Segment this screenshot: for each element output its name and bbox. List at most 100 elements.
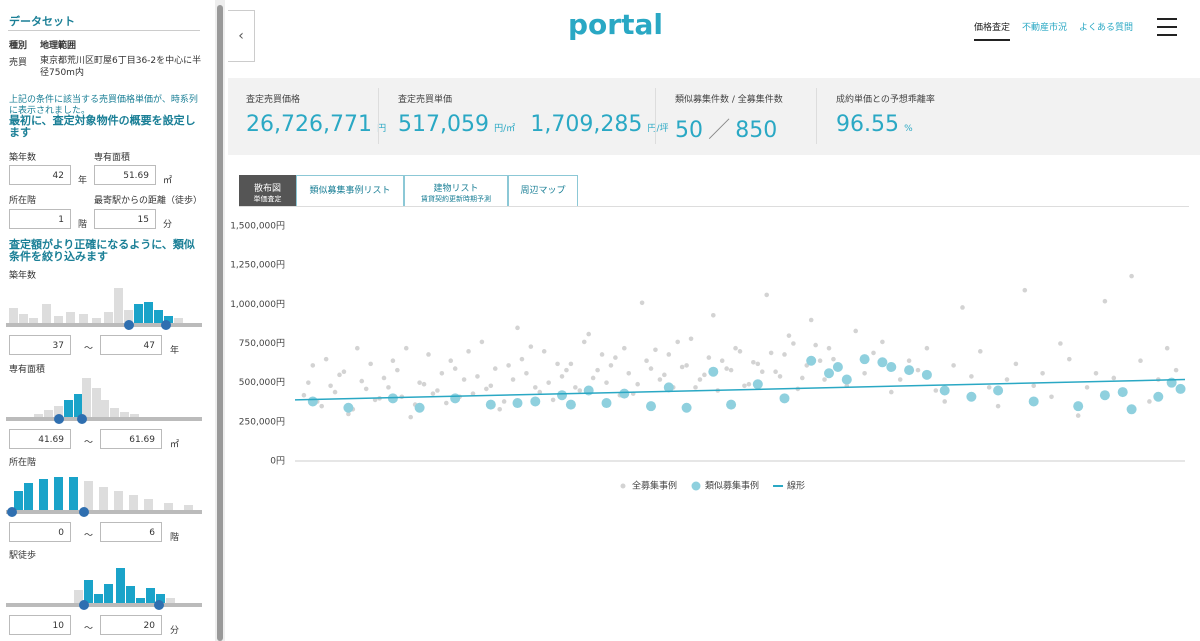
point: [853, 328, 858, 334]
nav-item[interactable]: 不動産市況: [1022, 23, 1068, 33]
histogram-bar: [74, 394, 83, 418]
point: [886, 362, 897, 372]
slider-handle[interactable]: [77, 414, 87, 424]
histogram-bar: [104, 312, 113, 324]
filter-label: 所在階: [9, 458, 37, 468]
logo[interactable]: portal: [568, 8, 663, 41]
input[interactable]: 15: [94, 209, 156, 229]
point: [619, 388, 630, 399]
sidebar-title: データセット: [9, 15, 75, 28]
tab[interactable]: 散布図 単価査定: [239, 175, 296, 207]
point: [475, 374, 480, 379]
point: [426, 352, 431, 357]
point: [939, 385, 950, 396]
point: [1153, 391, 1164, 402]
filter-label: 駅徒歩: [9, 551, 37, 561]
unit: ㎡: [163, 176, 173, 186]
scroll-thumb[interactable]: [217, 5, 223, 641]
point: [1067, 356, 1072, 362]
input[interactable]: 47: [100, 335, 162, 355]
slider-handle[interactable]: [154, 600, 164, 610]
stat-value: 517,059: [398, 112, 489, 137]
field-label: 所在階: [9, 196, 37, 206]
nav-item[interactable]: 価格査定: [974, 20, 1011, 41]
histogram-bar: [14, 491, 23, 511]
point: [604, 380, 609, 385]
point: [728, 367, 734, 373]
point: [1028, 396, 1039, 407]
note: 上記の条件に該当する売買価格単価が、時系列に表示されました。: [9, 95, 198, 116]
point: [555, 361, 560, 367]
slider-handle[interactable]: [7, 507, 17, 517]
input[interactable]: 1: [9, 209, 71, 229]
point: [306, 380, 311, 385]
point: [889, 389, 894, 395]
point: [813, 342, 818, 348]
histogram-bar: [84, 580, 93, 604]
input[interactable]: 42: [9, 165, 71, 185]
histogram[interactable]: [4, 372, 204, 426]
histogram-bar: [54, 406, 63, 418]
point: [1126, 404, 1137, 415]
point: [1040, 370, 1045, 376]
input[interactable]: 37: [9, 335, 71, 355]
histogram-bar: [99, 487, 108, 511]
input[interactable]: 6: [100, 522, 162, 542]
tab[interactable]: 周辺マップ: [508, 175, 578, 207]
scrollbar[interactable]: [215, 0, 225, 641]
range-sep: 〜: [84, 438, 94, 448]
point: [533, 385, 538, 390]
unit: 階: [170, 533, 180, 543]
point: [501, 399, 507, 404]
input[interactable]: 61.69: [100, 429, 162, 449]
collapse-button[interactable]: ‹: [228, 10, 255, 62]
point: [915, 367, 921, 373]
point: [639, 300, 645, 306]
input[interactable]: 51.69: [94, 165, 156, 185]
input[interactable]: 41.69: [9, 429, 71, 449]
point: [942, 399, 947, 404]
point: [773, 369, 778, 374]
point: [657, 377, 663, 382]
tab[interactable]: 建物リスト 賃貸契約更新時期予測: [404, 175, 508, 207]
point: [1031, 383, 1036, 389]
slider-handle[interactable]: [124, 320, 134, 330]
tab-label: 建物リスト: [433, 184, 479, 194]
histogram[interactable]: [4, 278, 204, 332]
point: [751, 360, 756, 365]
point: [395, 367, 400, 373]
heading: 査定額がより正確になるように、類似条件を絞り込みます: [9, 238, 195, 263]
histogram[interactable]: [4, 465, 204, 519]
input[interactable]: 20: [100, 615, 162, 635]
slider-handle[interactable]: [54, 414, 64, 424]
point: [613, 355, 618, 360]
point: [461, 377, 467, 382]
input[interactable]: 0: [9, 522, 71, 542]
point: [524, 370, 529, 376]
stat-value: 850: [735, 118, 778, 143]
nav-item[interactable]: よくある質問: [1079, 23, 1134, 33]
point: [430, 391, 436, 396]
point: [470, 391, 476, 396]
y-tick-label: 500,000円: [239, 377, 285, 388]
point: [831, 356, 836, 362]
point: [951, 363, 956, 368]
histogram[interactable]: [4, 558, 204, 612]
slider-handle[interactable]: [161, 320, 171, 330]
point: [1004, 377, 1010, 382]
legend-swatch: [691, 481, 701, 491]
slider-handle[interactable]: [79, 507, 89, 517]
point: [635, 381, 640, 387]
point: [1022, 287, 1028, 293]
range-sep: 〜: [84, 344, 94, 354]
point: [871, 350, 876, 356]
menu-icon[interactable]: [1156, 16, 1178, 38]
input[interactable]: 10: [9, 615, 71, 635]
point: [800, 375, 805, 381]
point: [414, 402, 425, 413]
point: [595, 367, 600, 373]
legend-swatch: [620, 483, 626, 489]
slider-handle[interactable]: [79, 600, 89, 610]
histogram-bar: [100, 400, 109, 418]
point: [363, 386, 369, 392]
